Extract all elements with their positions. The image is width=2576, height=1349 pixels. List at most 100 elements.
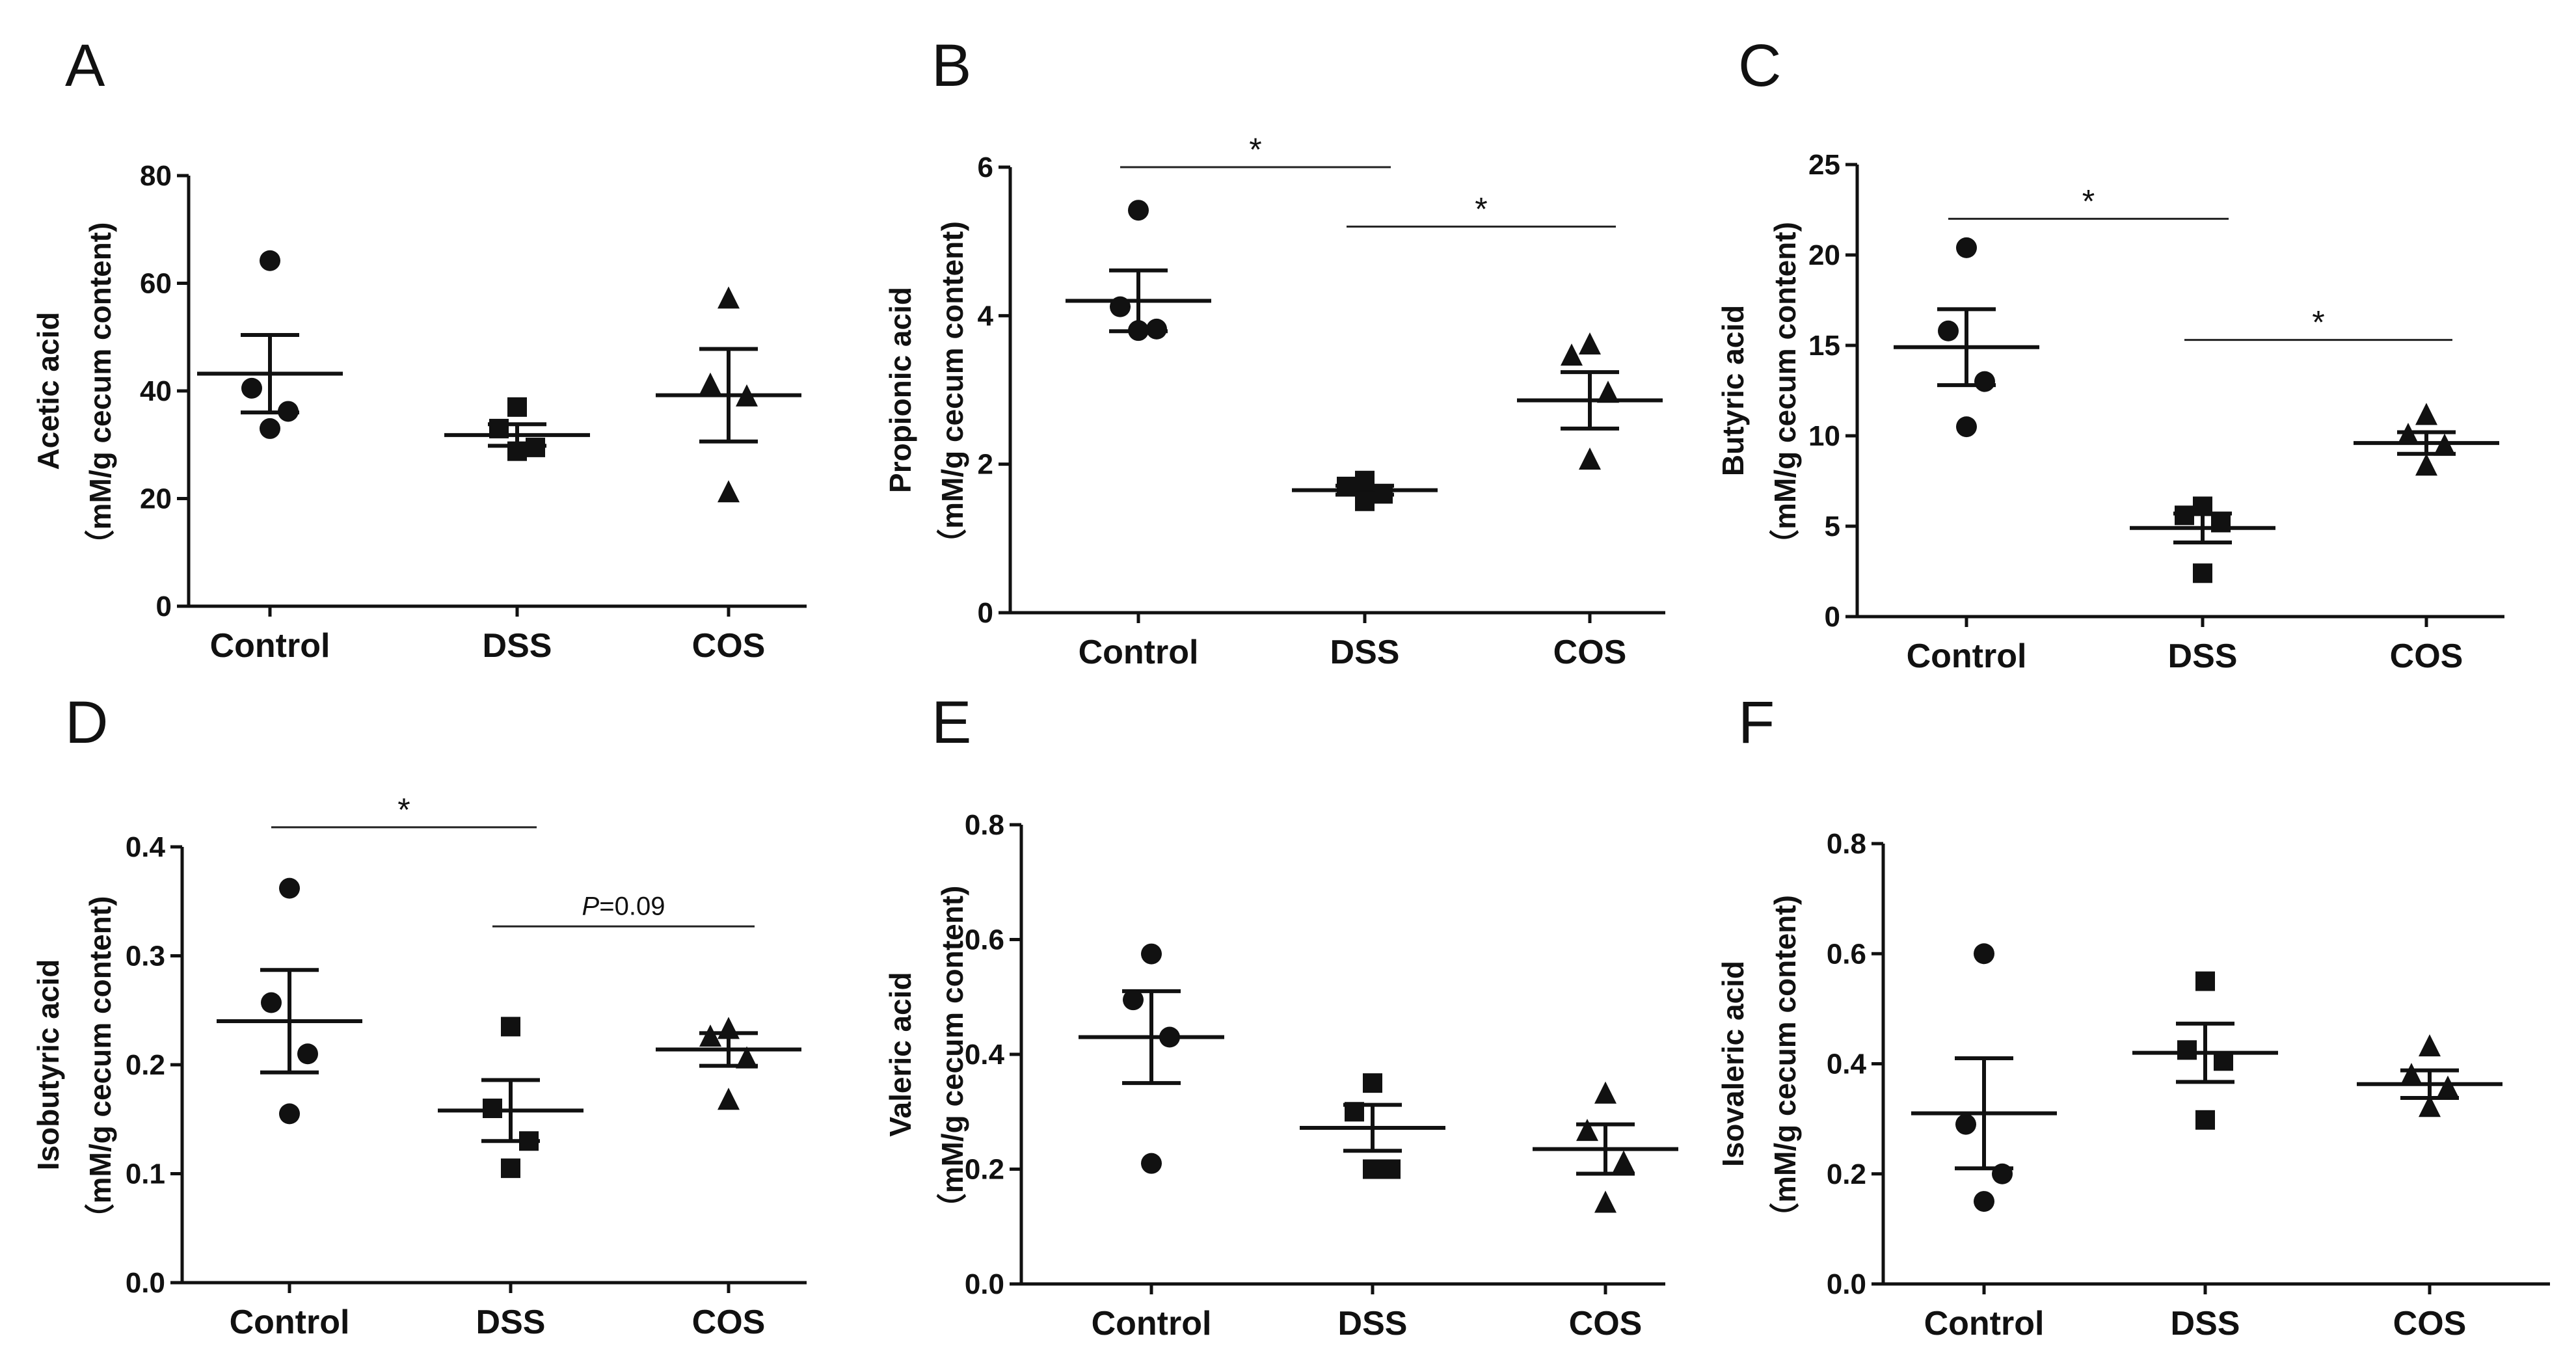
data-point-control xyxy=(1123,989,1144,1011)
data-point-dss xyxy=(501,1017,520,1037)
x-tick-label-cos: COS xyxy=(692,627,766,665)
data-point-cos xyxy=(1613,1150,1635,1173)
panel-f: F 0.0 0.2 0.4 0.6 0.8 Control DSS COS Isovaleric … xyxy=(1716,689,2550,1342)
x-tick-label-dss: DSS xyxy=(2171,1305,2240,1342)
data-point-dss xyxy=(2195,1110,2215,1130)
panel-letter: A xyxy=(65,33,105,99)
y-tick-label: 20 xyxy=(140,483,172,515)
data-point-dss xyxy=(526,437,545,457)
significance-star: * xyxy=(1475,191,1487,227)
data-point-cos xyxy=(1579,332,1601,354)
data-point-control xyxy=(1974,1191,1994,1212)
data-point-control xyxy=(241,377,262,399)
y-tick-label: 4 xyxy=(978,300,994,332)
data-point-dss xyxy=(2193,496,2212,516)
data-point-cos xyxy=(1594,1190,1617,1213)
data-point-control xyxy=(279,877,300,899)
panel-letter: E xyxy=(932,689,971,756)
data-point-control xyxy=(1956,237,1977,258)
y-tick-label: 0.8 xyxy=(965,809,1004,841)
y-tick-label: 15 xyxy=(1808,330,1840,362)
y-tick-label: 80 xyxy=(140,160,172,192)
y-tick-label: 0.2 xyxy=(126,1049,165,1081)
data-point-control xyxy=(1956,416,1977,438)
y-tick-label: 0.4 xyxy=(126,831,166,863)
x-tick-label-cos: COS xyxy=(692,1303,766,1341)
panel-letter: C xyxy=(1738,33,1781,99)
y-axis-label: Acetic acid xyxy=(31,312,65,470)
significance-star: * xyxy=(2312,304,2324,341)
data-point-control xyxy=(1141,1153,1162,1174)
x-tick-label-dss: DSS xyxy=(1330,634,1400,671)
y-axis-unit-label: （mM/g cecum content) xyxy=(83,222,117,560)
x-tick-label-control: Control xyxy=(230,1303,350,1341)
y-axis-unit-label: （mM/g cecum content) xyxy=(83,896,117,1234)
y-tick-label: 0 xyxy=(1825,601,1840,633)
data-point-cos xyxy=(2437,1075,2459,1098)
y-tick-label: 0.4 xyxy=(965,1039,1005,1071)
data-point-control xyxy=(1955,1114,1976,1135)
data-point-dss xyxy=(2177,1040,2197,1060)
data-point-dss xyxy=(507,397,527,417)
p-value: =0.09 xyxy=(599,892,665,920)
data-point-cos xyxy=(2434,433,2456,456)
data-point-control xyxy=(279,1103,300,1125)
data-point-control xyxy=(1128,320,1149,341)
data-point-cos xyxy=(718,480,740,503)
data-point-control xyxy=(1146,318,1167,340)
data-point-dss xyxy=(1381,1159,1401,1179)
data-point-control xyxy=(1141,943,1162,965)
y-tick-label: 0 xyxy=(156,591,172,622)
panel-letter: B xyxy=(932,33,971,99)
data-point-cos xyxy=(718,1017,740,1039)
y-axis-label: Isovaleric acid xyxy=(1716,961,1750,1167)
data-point-cos xyxy=(736,1046,758,1069)
data-point-dss xyxy=(483,1099,502,1118)
data-point-control xyxy=(260,250,280,271)
y-tick-label: 0.6 xyxy=(1827,938,1866,970)
data-point-cos xyxy=(2397,423,2419,445)
panel-letter: F xyxy=(1738,689,1775,756)
data-point-control xyxy=(1974,943,1994,965)
data-point-dss xyxy=(1373,484,1393,504)
x-tick-label-control: Control xyxy=(210,627,330,665)
data-point-dss xyxy=(1363,1073,1382,1093)
data-point-cos xyxy=(2419,1034,2441,1057)
y-axis-label: Butyric acid xyxy=(1716,305,1750,476)
y-tick-label: 2 xyxy=(978,449,993,481)
data-point-dss xyxy=(519,1131,539,1151)
data-point-cos xyxy=(2400,1063,2422,1086)
y-tick-label: 60 xyxy=(140,268,172,300)
data-point-dss xyxy=(2214,1051,2233,1071)
data-point-cos xyxy=(2415,453,2437,476)
data-point-dss xyxy=(2211,513,2231,533)
y-tick-label: 0.0 xyxy=(126,1267,165,1299)
data-point-dss xyxy=(507,441,527,461)
y-tick-label: 10 xyxy=(1808,420,1840,452)
x-tick-label-dss: DSS xyxy=(483,627,552,665)
y-tick-label: 0.3 xyxy=(126,941,165,972)
y-tick-label: 0.0 xyxy=(965,1268,1004,1300)
data-point-dss xyxy=(1345,1102,1364,1122)
data-point-cos xyxy=(1576,1119,1598,1142)
data-point-cos xyxy=(2415,403,2437,425)
data-point-control xyxy=(278,401,299,422)
x-tick-label-cos: COS xyxy=(2393,1305,2467,1342)
y-axis-label: Valeric acid xyxy=(883,972,917,1136)
y-tick-label: 0.2 xyxy=(1827,1158,1866,1190)
x-tick-label-dss: DSS xyxy=(476,1303,546,1341)
significance-star: * xyxy=(2082,183,2095,219)
y-tick-label: 0 xyxy=(978,597,993,629)
y-tick-label: 0.8 xyxy=(1827,828,1866,860)
x-tick-label-cos: COS xyxy=(1569,1305,1643,1342)
data-point-cos xyxy=(1594,1081,1617,1104)
data-point-dss xyxy=(1355,491,1375,511)
x-tick-label-dss: DSS xyxy=(2168,637,2238,675)
data-point-dss xyxy=(2175,505,2194,526)
panel-b: B 0 2 4 6 Control DSS COS Propionic acid （mM/g ce… xyxy=(883,33,1665,671)
data-point-cos xyxy=(1597,381,1619,403)
data-point-cos xyxy=(1561,343,1583,366)
data-point-dss xyxy=(501,1158,520,1179)
data-point-cos xyxy=(699,372,721,395)
